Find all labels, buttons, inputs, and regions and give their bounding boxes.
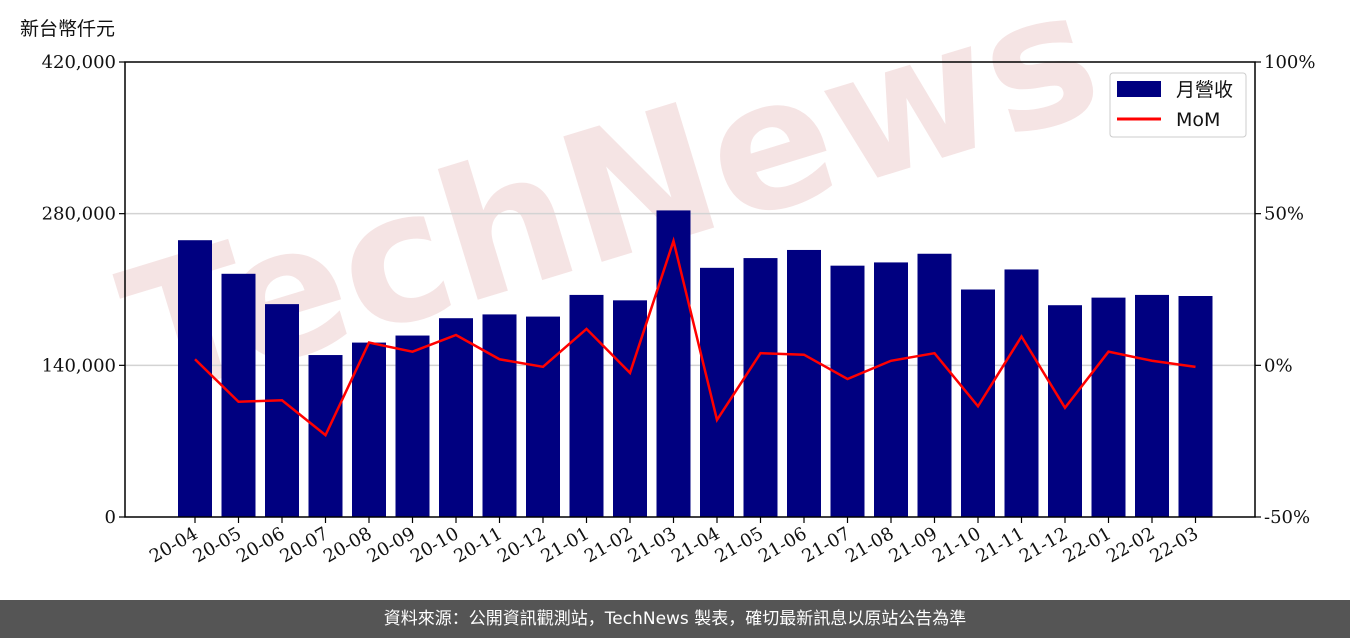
mom-line-series — [194, 236, 1196, 438]
bar-20-09 — [395, 335, 430, 517]
right-axis: -50% 0% 50% 100% — [1255, 52, 1315, 528]
x-tick-label: 21-04 — [668, 523, 723, 567]
x-tick-label: 20-05 — [190, 523, 245, 567]
x-tick-label: 22-02 — [1103, 523, 1158, 567]
x-tick-label: 20-04 — [146, 523, 201, 567]
x-tick-label: 21-06 — [755, 523, 810, 567]
bar-21-03 — [656, 210, 691, 517]
x-tick-label: 21-12 — [1016, 523, 1071, 567]
x-tick-label: 21-03 — [625, 523, 680, 567]
left-tick-label: 280,000 — [42, 204, 116, 225]
x-tick-label: 20-12 — [494, 523, 549, 567]
source-footer: 資料來源：公開資訊觀測站，TechNews 製表，確切最新訊息以原站公告為準 — [0, 600, 1350, 638]
legend-swatch-bar — [1117, 81, 1161, 97]
bar-20-11 — [482, 314, 517, 517]
x-axis: 20-0420-0520-0620-0720-0820-0920-1020-11… — [146, 517, 1202, 567]
bar-21-12 — [1048, 305, 1082, 517]
x-tick-label: 21-09 — [886, 523, 941, 567]
bar-21-09 — [917, 253, 952, 517]
x-tick-label: 21-08 — [842, 523, 897, 567]
right-tick-label: 0% — [1264, 355, 1293, 376]
right-tick-label: 100% — [1264, 52, 1315, 73]
mom-line — [194, 236, 1196, 438]
bar-21-11 — [1004, 269, 1039, 517]
x-tick-label: 20-10 — [407, 523, 462, 567]
bar-21-01 — [569, 294, 604, 517]
x-tick-label: 21-10 — [929, 523, 984, 567]
bar-21-10 — [961, 289, 995, 517]
x-tick-label: 21-01 — [538, 523, 593, 567]
bar-21-06 — [787, 249, 821, 518]
bar-20-08 — [352, 342, 386, 517]
bar-22-01 — [1091, 297, 1126, 517]
x-tick-label: 20-11 — [451, 523, 506, 567]
legend-label-bar: 月營收 — [1176, 79, 1233, 101]
bar-21-04 — [700, 267, 734, 517]
x-tick-label: 20-08 — [320, 523, 375, 567]
bar-22-02 — [1135, 294, 1169, 517]
x-tick-label: 21-02 — [581, 523, 636, 567]
left-tick-label: 0 — [105, 507, 116, 528]
x-tick-label: 20-06 — [233, 523, 288, 567]
plot-border — [124, 61, 1256, 518]
bar-20-12 — [526, 316, 560, 517]
plot-frame — [124, 61, 1256, 518]
left-tick-label: 140,000 — [42, 355, 116, 376]
x-tick-label: 21-11 — [973, 523, 1028, 567]
bar-21-05 — [743, 258, 778, 517]
x-tick-label: 22-01 — [1060, 523, 1115, 567]
y-axis-unit-label: 新台幣仟元 — [20, 18, 116, 40]
left-axis: 0 140,000 280,000 420,000 — [42, 52, 125, 528]
x-tick-label: 22-03 — [1147, 523, 1202, 567]
bar-20-05 — [221, 273, 256, 517]
x-tick-label: 21-05 — [712, 523, 767, 567]
bar-21-08 — [874, 262, 908, 517]
left-tick-label: 420,000 — [42, 52, 116, 73]
right-tick-label: 50% — [1264, 204, 1304, 225]
bar-22-03 — [1178, 296, 1213, 517]
bar-20-10 — [439, 318, 473, 517]
x-tick-label: 20-07 — [277, 523, 332, 567]
right-tick-label: -50% — [1264, 507, 1310, 528]
legend-label-line: MoM — [1176, 109, 1220, 131]
x-tick-label: 21-07 — [799, 523, 854, 567]
bar-21-07 — [830, 265, 865, 517]
x-tick-label: 20-09 — [364, 523, 419, 567]
legend: 月營收 MoM — [1109, 72, 1247, 138]
bar-20-04 — [178, 240, 212, 518]
